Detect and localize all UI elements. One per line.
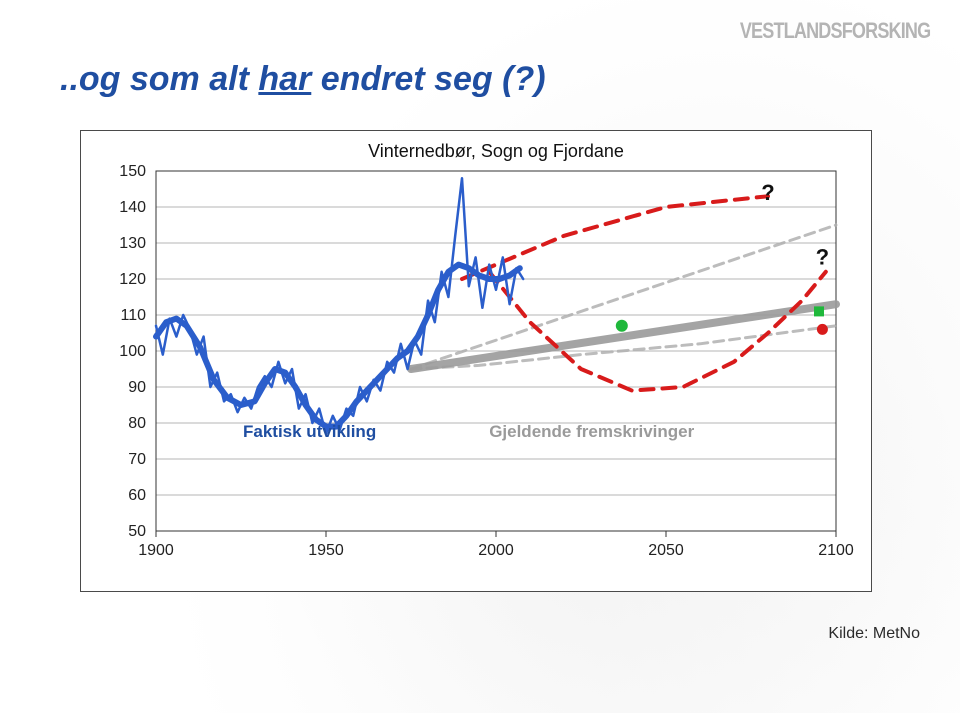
svg-text:120: 120 xyxy=(119,271,146,288)
marker-1 xyxy=(814,306,824,316)
svg-text:100: 100 xyxy=(119,343,146,360)
marker-0 xyxy=(616,320,628,332)
marker-2 xyxy=(817,324,828,335)
series-obs_smooth xyxy=(156,265,520,427)
svg-text:80: 80 xyxy=(128,415,146,432)
annotation-0: ? xyxy=(761,180,774,205)
title-underlined: har xyxy=(258,60,311,98)
legend-proj_solid: Gjeldende fremskrivinger xyxy=(489,422,694,442)
svg-text:1900: 1900 xyxy=(138,542,174,559)
series-proj_solid xyxy=(411,304,836,369)
brand-logo: VESTLANDSFORSKING xyxy=(739,18,930,44)
svg-text:2100: 2100 xyxy=(818,542,854,559)
title-post: endret seg (?) xyxy=(311,60,545,98)
svg-text:1950: 1950 xyxy=(308,542,344,559)
legend-obs_smooth: Faktisk utvikling xyxy=(243,422,376,442)
svg-text:130: 130 xyxy=(119,235,146,252)
source-label: Kilde: MetNo xyxy=(828,625,920,643)
annotation-1: ? xyxy=(816,245,829,270)
chart-container: Vinternedbør, Sogn og Fjordane 50 60 70 80 90… xyxy=(80,130,872,592)
series-obs_thin xyxy=(156,178,523,434)
chart-svg: Vinternedbør, Sogn og Fjordane 50 60 70 80 90… xyxy=(81,131,871,591)
series-red_upper xyxy=(462,196,768,279)
page-title: ..og som alt har endret seg (?) xyxy=(60,60,546,99)
svg-text:2050: 2050 xyxy=(648,542,684,559)
svg-text:110: 110 xyxy=(120,307,146,324)
svg-text:140: 140 xyxy=(119,199,146,216)
svg-text:70: 70 xyxy=(128,451,146,468)
svg-text:150: 150 xyxy=(119,163,146,180)
svg-text:90: 90 xyxy=(128,379,146,396)
title-pre: ..og som alt xyxy=(60,60,258,98)
svg-text:2000: 2000 xyxy=(478,542,514,559)
svg-text:60: 60 xyxy=(128,487,146,504)
svg-text:50: 50 xyxy=(128,523,146,540)
svg-text:Vinternedbør, Sogn og Fjordane: Vinternedbør, Sogn og Fjordane xyxy=(368,141,624,161)
series-proj_upper xyxy=(411,225,836,369)
